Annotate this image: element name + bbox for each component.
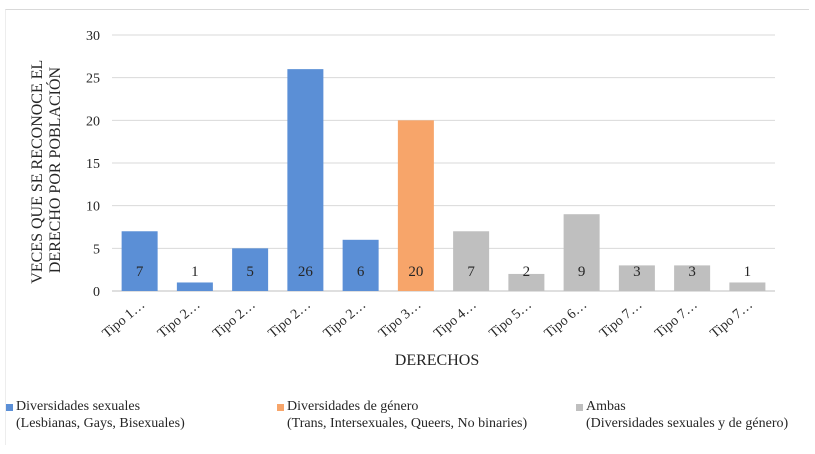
- legend-sublabel-ambas: (Diversidades sexuales y de género): [586, 416, 789, 431]
- legend-swatch-ambas: [576, 404, 583, 411]
- legend-sublabel-sexual: (Lesbianas, Gays, Bisexuales): [16, 416, 185, 431]
- x-tick-label-11: Tipo 7…: [652, 298, 700, 342]
- y-tick-label: 15: [86, 157, 100, 172]
- data-label-12: 1: [744, 264, 752, 280]
- legend-swatch-genero: [277, 404, 284, 411]
- y-tick-label: 20: [86, 114, 100, 129]
- x-tick-label-2: Tipo 2…: [155, 298, 203, 342]
- data-label-7: 7: [467, 264, 475, 280]
- y-tick-label: 10: [86, 200, 100, 215]
- bars: [121, 69, 766, 291]
- y-tick-label: 30: [86, 29, 100, 44]
- data-labels: 7 1 5 26 6 20 7 2 9 3 3 1: [136, 264, 751, 280]
- x-tick-label-8: Tipo 5…: [487, 298, 535, 342]
- data-label-11: 3: [688, 264, 696, 280]
- bar-6: [397, 120, 434, 291]
- bar-7: [453, 231, 490, 291]
- data-label-5: 6: [357, 264, 365, 280]
- x-tick-label-3: Tipo 2…: [210, 298, 258, 342]
- legend-item-sexual: Diversidades sexuales (Lesbianas, Gays, …: [6, 398, 185, 432]
- x-tick-label-1: Tipo 1…: [100, 298, 148, 342]
- x-tick-label-4: Tipo 2…: [266, 298, 314, 342]
- bar-2: [176, 282, 213, 291]
- x-axis-title: DERECHOS: [395, 352, 479, 369]
- x-tick-label-12: Tipo 7…: [708, 298, 756, 342]
- bar-1: [121, 231, 158, 291]
- legend-swatch-sexual: [6, 404, 13, 411]
- data-label-8: 2: [523, 264, 531, 280]
- y-tick-label: 0: [93, 285, 100, 300]
- bar-11: [674, 265, 711, 291]
- data-label-3: 5: [246, 264, 254, 280]
- legend-sublabel-genero: (Trans, Intersexuales, Queers, No binari…: [287, 416, 528, 431]
- legend-label-genero: Diversidades de género: [287, 399, 419, 414]
- y-tick-label: 25: [86, 72, 100, 87]
- bar-3: [232, 248, 269, 291]
- y-axis-title-line-1: VECES QUE SE RECONOCE EL: [29, 60, 46, 283]
- x-tick-label-7: Tipo 4…: [431, 298, 479, 342]
- bar-8: [508, 273, 545, 291]
- bar-12: [729, 282, 766, 291]
- data-label-10: 3: [633, 264, 641, 280]
- legend-label-ambas: Ambas: [586, 399, 626, 414]
- bar-5: [342, 239, 379, 291]
- data-label-9: 9: [578, 264, 586, 280]
- bar-9: [563, 214, 600, 291]
- chart-frame: [5, 9, 809, 445]
- x-tick-label-5: Tipo 2…: [321, 298, 369, 342]
- x-axis-ticks: Tipo 1… Tipo 2… Tipo 2… Tipo 2… Tipo 2… Tipo …: [100, 298, 756, 342]
- legend-item-genero: Diversidades de género (Trans, Intersexu…: [277, 398, 527, 432]
- y-axis-title: VECES QUE SE RECONOCE EL DERECHO POR POB…: [29, 56, 64, 283]
- bar-4: [287, 69, 324, 291]
- y-tick-label: 5: [93, 242, 100, 257]
- bar-10: [618, 265, 655, 291]
- y-axis-title-line-2: DERECHO POR POBLACIÓN: [45, 66, 64, 273]
- x-tick-label-9: Tipo 6…: [542, 298, 590, 342]
- data-label-4: 26: [298, 264, 314, 280]
- y-axis-ticks: 0 5 10 15 20 25 30: [86, 29, 100, 300]
- x-tick-label-6: Tipo 3…: [376, 298, 424, 342]
- data-label-2: 1: [191, 264, 199, 280]
- x-tick-label-10: Tipo 7…: [597, 298, 645, 342]
- gridlines: [112, 34, 775, 292]
- data-label-1: 7: [136, 264, 144, 280]
- data-label-6: 20: [408, 264, 423, 280]
- legend-item-ambas: Ambas (Diversidades sexuales y de género…: [576, 398, 788, 432]
- legend-label-sexual: Diversidades sexuales: [16, 399, 141, 414]
